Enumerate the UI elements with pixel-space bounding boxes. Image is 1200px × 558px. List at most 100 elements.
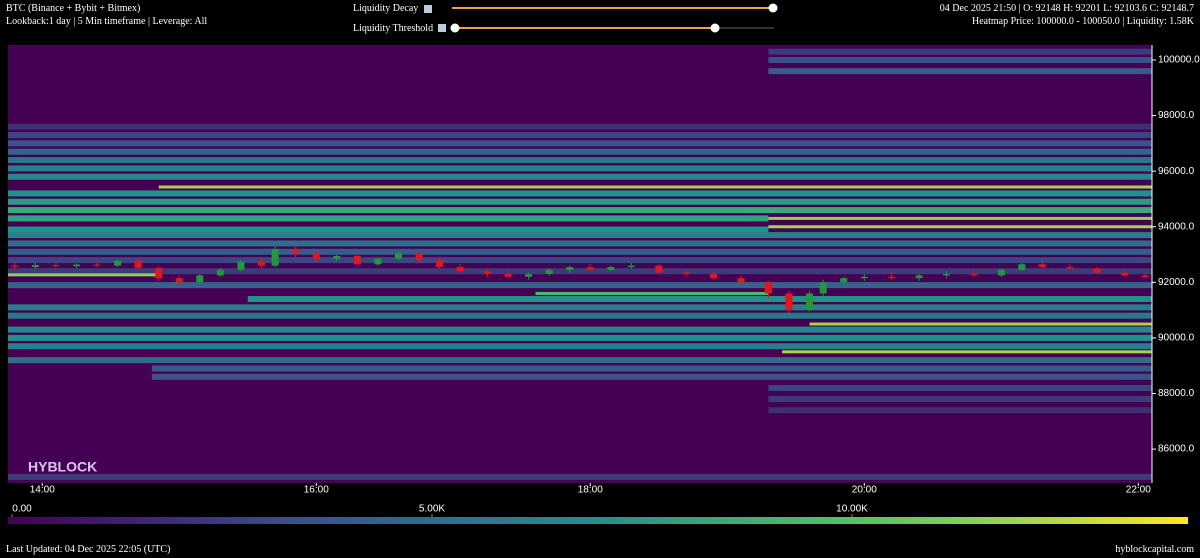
title: BTC (Binance + Bybit + Bitmex) (6, 3, 141, 14)
liquidity-band (768, 225, 1152, 229)
candle-body (271, 248, 279, 266)
liquidity-band (8, 198, 1152, 205)
liquidity-band (8, 268, 1152, 275)
liquidity-band (768, 68, 1152, 75)
candle-body (942, 274, 950, 276)
candle-body (1066, 267, 1074, 269)
heatmap-background (8, 45, 1152, 483)
x-tick-label: 22:00 (1126, 485, 1151, 496)
colorbar-tick-label: 10.00K (836, 504, 868, 515)
liquidity-band (8, 343, 1152, 350)
colorbar-tick-label: 5.00K (419, 504, 445, 515)
candle-body (888, 276, 896, 279)
decay-handle[interactable] (768, 3, 778, 13)
candle-body (292, 248, 300, 254)
candle-body (840, 278, 848, 283)
candle-body (155, 267, 163, 279)
candle-body (374, 258, 382, 265)
candle-body (73, 264, 81, 267)
candle-body (586, 267, 594, 270)
candle-body (860, 276, 868, 279)
candle-body (333, 255, 341, 259)
candle-body (312, 253, 320, 259)
liquidity-band (768, 57, 1152, 64)
liquidity-band (768, 407, 1152, 414)
threshold-handle-low[interactable] (450, 23, 460, 33)
liquidity-band (8, 173, 1152, 180)
candle-body (114, 260, 122, 266)
plot (8, 45, 1152, 483)
threshold-handle-high[interactable] (710, 23, 720, 33)
liquidity-band (8, 304, 1152, 311)
candle-body (970, 274, 978, 276)
liquidity-band (8, 215, 769, 222)
liquidity-band (768, 48, 1152, 55)
candle-body (1038, 264, 1046, 268)
y-tick-label: 88000.0 (1158, 388, 1195, 399)
liquidity-band (8, 282, 1152, 289)
last-updated: Last Updated: 04 Dec 2025 22:05 (UTC) (6, 544, 171, 555)
candle-body (504, 274, 512, 277)
candle-body (566, 267, 574, 270)
watermark: HYBLOCK (28, 459, 97, 475)
liquidity-band (151, 365, 1152, 372)
candle-body (997, 269, 1005, 276)
candle-body (682, 272, 690, 275)
candle-body (31, 265, 39, 268)
liquidity-band (158, 185, 1152, 189)
liquidity-band (8, 257, 1152, 264)
threshold-icon (438, 24, 446, 32)
candle-body (1093, 268, 1101, 273)
liquidity-band (8, 240, 1152, 247)
candle-body (545, 269, 553, 275)
candle-body (257, 261, 265, 266)
candle-body (484, 271, 492, 275)
y-tick-label: 98000.0 (1158, 110, 1195, 121)
candle-body (175, 278, 183, 283)
x-tick-label: 18:00 (578, 485, 603, 496)
liquidity-band (8, 473, 1152, 480)
threshold-label: Liquidity Threshold (353, 23, 434, 34)
liquidity-band (247, 296, 1152, 303)
liquidity-band (809, 322, 1152, 326)
liquidity-band (782, 350, 1152, 354)
y-tick-label: 92000.0 (1158, 277, 1195, 288)
y-tick-label: 86000.0 (1158, 444, 1195, 455)
candle-body (785, 293, 793, 311)
candle-body (915, 275, 923, 279)
candle-body (805, 293, 813, 311)
candle-body (627, 265, 635, 268)
hover-info: Heatmap Price: 100000.0 - 100050.0 | Liq… (972, 16, 1194, 27)
liquidity-band (535, 291, 769, 295)
liquidity-band (8, 190, 1152, 197)
candle-body (819, 282, 827, 294)
liquidity-band (8, 326, 1152, 333)
x-tick-label: 20:00 (852, 485, 877, 496)
decay-icon (424, 5, 432, 13)
candle-body (52, 265, 60, 267)
candle-body (1141, 275, 1149, 278)
liquidity-band (8, 132, 1152, 139)
y-tick-label: 96000.0 (1158, 166, 1195, 177)
candle-body (1121, 272, 1129, 276)
liquidity-band (8, 273, 159, 277)
liquidity-band (8, 157, 1152, 164)
y-tick-label: 100000.0 (1158, 55, 1200, 66)
decay-label: Liquidity Decay (353, 3, 419, 14)
x-tick-label: 16:00 (304, 485, 329, 496)
liquidity-band (8, 357, 1152, 364)
candle-body (196, 275, 204, 283)
candle-body (394, 253, 402, 259)
liquidity-band (8, 226, 769, 233)
liquidity-band (8, 148, 1152, 155)
x-tick-label: 14:00 (30, 485, 55, 496)
ohlc: 04 Dec 2025 21:50 | O: 92148 H: 92201 L:… (939, 3, 1194, 14)
candle-body (415, 253, 423, 261)
liquidity-band (151, 373, 1152, 380)
candle-body (710, 274, 718, 279)
candle-body (93, 264, 101, 266)
liquidity-band (768, 384, 1152, 391)
candle-body (353, 255, 361, 265)
candle-body (216, 269, 224, 276)
